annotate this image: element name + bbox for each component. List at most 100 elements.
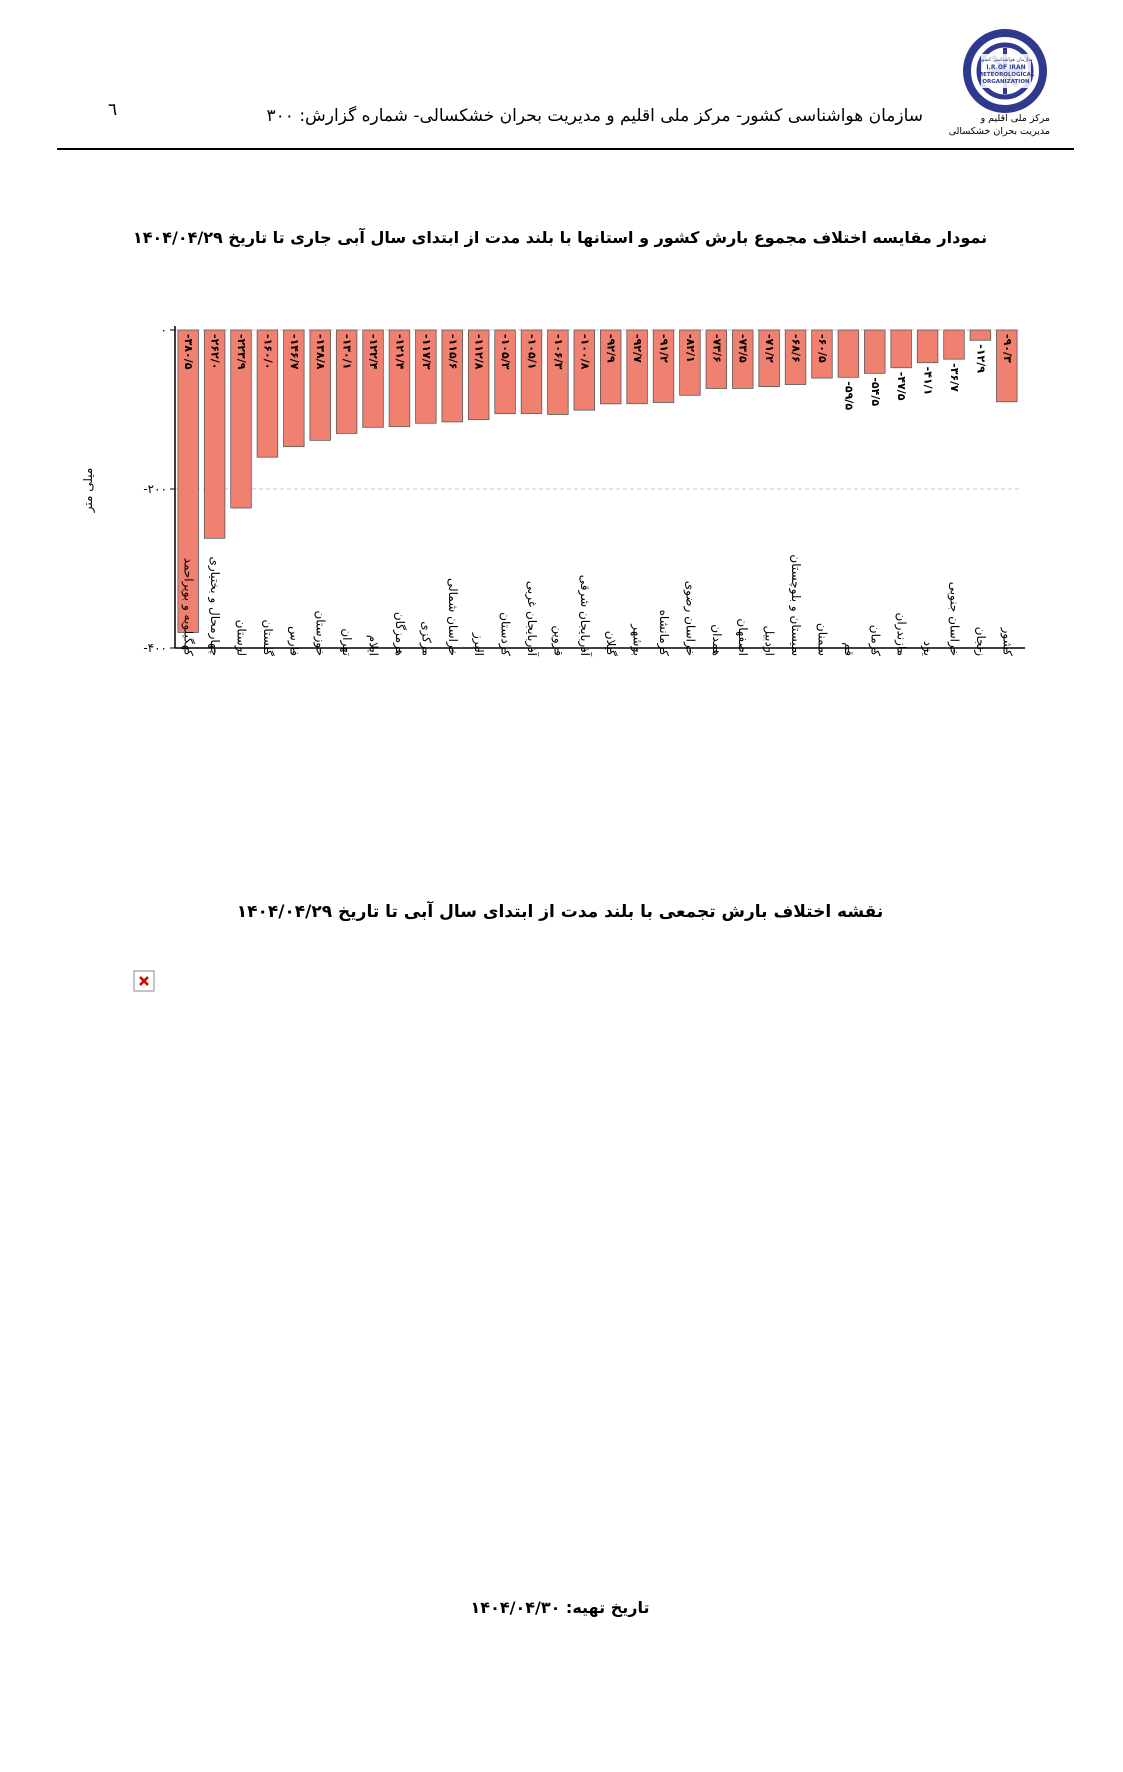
data-label: -۴۷/۵ bbox=[895, 372, 908, 401]
x-tick-label: اصفهان bbox=[736, 618, 750, 656]
data-label: -۱۲/۹ bbox=[974, 344, 987, 373]
data-label: -۱۰۰/۸ bbox=[578, 334, 591, 370]
data-label: -۱۰۶/۳ bbox=[552, 334, 565, 370]
data-label: -۹۰/۳ bbox=[1001, 334, 1014, 363]
x-tick-label: سمنان bbox=[815, 623, 829, 656]
bar bbox=[758, 329, 780, 388]
bar bbox=[520, 329, 543, 414]
y-tick-label: -۴۰۰ bbox=[143, 641, 167, 655]
bar bbox=[256, 329, 279, 458]
bar bbox=[547, 329, 569, 415]
data-label: -۳۶/۷ bbox=[948, 363, 961, 392]
page-number: ٦ bbox=[108, 100, 118, 120]
logo-caption-line-1: مرکز ملی اقلیم و bbox=[980, 113, 1050, 124]
bar bbox=[705, 329, 728, 389]
x-tick-label: گیلان bbox=[604, 631, 618, 657]
data-label: -۱۱۵/۶ bbox=[446, 334, 459, 369]
x-tick-label: البرز bbox=[471, 632, 486, 656]
bar bbox=[230, 329, 252, 509]
x-tick-label: چهارمحال و بختیاری bbox=[207, 556, 222, 656]
bar bbox=[916, 329, 939, 364]
data-label: -۹۱/۲ bbox=[658, 334, 671, 363]
bar bbox=[441, 329, 463, 423]
bar bbox=[969, 329, 992, 341]
bar bbox=[890, 329, 912, 369]
x-tick-label: زنجان bbox=[973, 627, 988, 657]
y-axis-label: میلی متر bbox=[81, 468, 96, 514]
logo-caption: مرکز ملی اقلیم و مدیریت بحران خشکسالی bbox=[940, 112, 1050, 138]
chart-labels: ۰ -۲۰۰ -۴۰۰ -۳۸۰/۵ کهگیلویه و بویراحمد -۲۶۲/۰… bbox=[143, 323, 1014, 657]
data-label: -۱۶۰/۰ bbox=[261, 334, 274, 369]
organization-logo: سازمان هواشناسی کشور I.R.OF IRAN METEORO… bbox=[935, 28, 1055, 138]
x-tick-label: خوزستان bbox=[313, 610, 328, 656]
bar bbox=[864, 329, 886, 374]
x-tick-label: کردستان bbox=[498, 612, 513, 656]
x-tick-label: مرکزی bbox=[418, 621, 433, 656]
header-divider bbox=[57, 148, 1074, 150]
bar bbox=[467, 329, 490, 421]
x-tick-label: کشور bbox=[999, 627, 1014, 657]
broken-image-icon bbox=[133, 970, 155, 992]
x-tick-label: تهران bbox=[339, 628, 354, 656]
x-tick-label: اردبیل bbox=[762, 625, 777, 656]
x-tick-label: قم bbox=[842, 642, 856, 656]
bar bbox=[732, 329, 754, 389]
x-tick-label: خراسان رضوی bbox=[682, 581, 697, 656]
data-label: -۱۰۵/۳ bbox=[499, 334, 512, 370]
x-tick-label: سیستان و بلوچستان bbox=[788, 554, 803, 656]
x-tick-label: مازندران bbox=[894, 613, 909, 656]
data-label: -۹۲/۷ bbox=[631, 334, 644, 363]
y-tick-label: -۲۰۰ bbox=[143, 482, 167, 496]
bar bbox=[335, 329, 358, 434]
logo-caption-line-2: مدیریت بحران خشکسالی bbox=[948, 126, 1050, 137]
x-tick-label: گلستان bbox=[261, 620, 275, 657]
x-tick-label: خراسان شمالی bbox=[445, 578, 460, 656]
bar bbox=[811, 329, 833, 379]
bar bbox=[784, 329, 807, 385]
logo-line-4: ORGANIZATION bbox=[982, 79, 1030, 85]
bar bbox=[362, 329, 384, 428]
data-label: -۷۱/۲ bbox=[763, 334, 776, 363]
data-label: -۳۸۰/۵ bbox=[182, 334, 195, 370]
x-tick-label: آذربایجان غربی bbox=[524, 581, 540, 657]
data-label: -۲۶۲/۰ bbox=[209, 334, 222, 369]
data-label: -۷۳/۶ bbox=[710, 334, 723, 363]
y-tick-label: ۰ bbox=[161, 323, 167, 337]
x-tick-label: خراسان جنوبی bbox=[946, 582, 961, 656]
data-label: -۱۱۷/۳ bbox=[420, 334, 433, 370]
x-tick-label: ایلام bbox=[367, 635, 381, 656]
bar bbox=[626, 329, 648, 405]
bar bbox=[943, 329, 965, 360]
data-label: -۱۳۸/۸ bbox=[314, 334, 327, 370]
bar bbox=[415, 329, 437, 424]
data-label: -۹۲/۹ bbox=[605, 334, 618, 363]
x-tick-label: فارس bbox=[286, 626, 301, 656]
x-tick-label: کهگیلویه و بویراحمد bbox=[181, 558, 196, 657]
bar bbox=[600, 329, 622, 405]
logo-emblem-icon: سازمان هواشناسی کشور I.R.OF IRAN METEORO… bbox=[963, 29, 1047, 113]
bar bbox=[388, 329, 411, 427]
data-label: -۱۲۲/۴ bbox=[367, 334, 380, 370]
data-label: -۷۳/۵ bbox=[737, 334, 750, 363]
chart-axes bbox=[170, 326, 1025, 652]
bar bbox=[203, 329, 226, 539]
bar bbox=[309, 329, 331, 441]
chart-bars bbox=[177, 329, 1018, 633]
x-tick-label: یزد bbox=[920, 641, 935, 656]
bar-chart: ۰ -۲۰۰ -۴۰۰ -۳۸۰/۵ کهگیلویه و بویراحمد -۲۶۲/۰… bbox=[81, 323, 1025, 657]
chart-title: نمودار مقایسه اختلاف مجموع بارش کشور و ا… bbox=[132, 228, 988, 247]
data-label: -۴۱/۱ bbox=[922, 367, 935, 396]
data-label: -۲۲۳/۹ bbox=[235, 334, 248, 370]
data-label: -۵۴/۵ bbox=[869, 377, 882, 406]
logo-line-3: METEOROLOGICAL bbox=[978, 72, 1035, 78]
x-tick-label: کرمانشاه bbox=[656, 610, 671, 657]
x-tick-label: همدان bbox=[710, 624, 724, 656]
bar bbox=[283, 329, 305, 448]
bar bbox=[652, 329, 675, 403]
bar bbox=[837, 329, 860, 378]
data-label: -۶۸/۶ bbox=[790, 334, 803, 363]
map-title: نقشه اختلاف بارش تجمعی با بلند مدت از اب… bbox=[236, 902, 884, 922]
x-tick-label: لرستان bbox=[234, 620, 249, 656]
x-tick-label: بوشهر bbox=[630, 623, 645, 656]
bar bbox=[996, 329, 1018, 403]
